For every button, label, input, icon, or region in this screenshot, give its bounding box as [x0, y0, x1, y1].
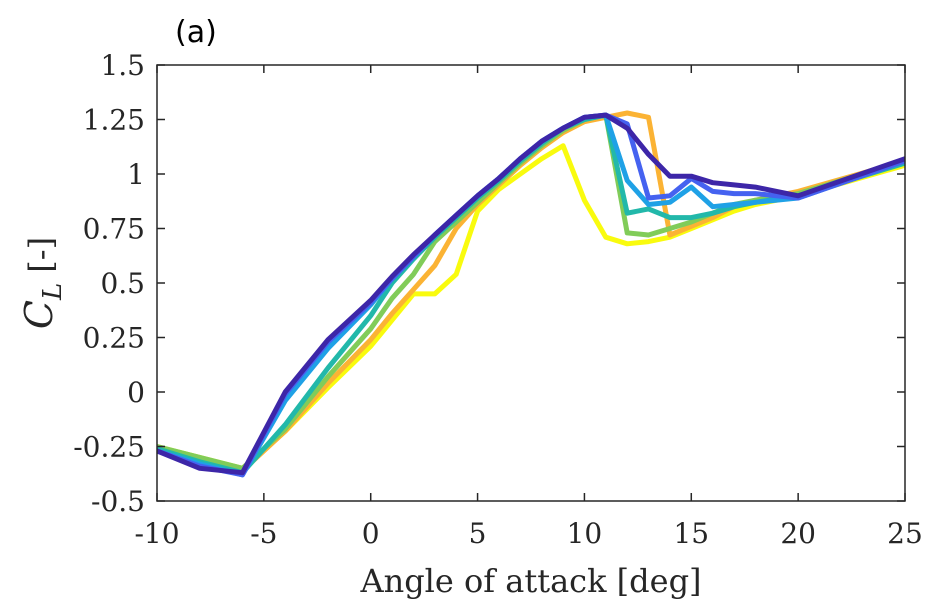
x-axis: -10 -5 0 5 10 15 20 25 [134, 65, 923, 550]
series-layer [157, 110, 905, 478]
panel-label: (a) [175, 15, 217, 50]
y-axis: -0.5 -0.25 0 0.25 0.5 0.75 1 1.25 1.5 [73, 49, 905, 518]
x-tick-label: 0 [362, 517, 380, 550]
y-tick-label: 0.75 [83, 213, 145, 246]
y-tick-label: 1.25 [83, 104, 145, 137]
x-tick-label: -10 [134, 517, 179, 550]
y-tick-label: 0.5 [100, 267, 145, 300]
x-tick-label: 5 [469, 517, 487, 550]
y-axis-title: CL [-] [17, 237, 68, 329]
x-tick-label: 20 [780, 517, 816, 550]
x-axis-title: Angle of attack [deg] [359, 562, 701, 600]
y-tick-label: -0.5 [91, 485, 145, 518]
svg-text:CL[-]: CL [-] [17, 237, 68, 329]
y-axis-title-sub: L [38, 283, 68, 301]
y-axis-title-unit: [-] [22, 237, 60, 273]
series-line-7 [157, 112, 905, 476]
x-tick-label: 25 [887, 517, 923, 550]
x-tick-label: 15 [673, 517, 709, 550]
y-tick-label: 1 [127, 158, 145, 191]
x-tick-label: 10 [567, 517, 603, 550]
y-tick-label: -0.25 [73, 431, 145, 464]
y-tick-label: 1.5 [100, 49, 145, 82]
plot-frame [156, 64, 906, 502]
y-tick-label: 0 [127, 376, 145, 409]
y-axis-title-main: C [17, 300, 61, 329]
y-tick-label: 0.25 [83, 322, 145, 355]
x-tick-label: -5 [250, 517, 277, 550]
